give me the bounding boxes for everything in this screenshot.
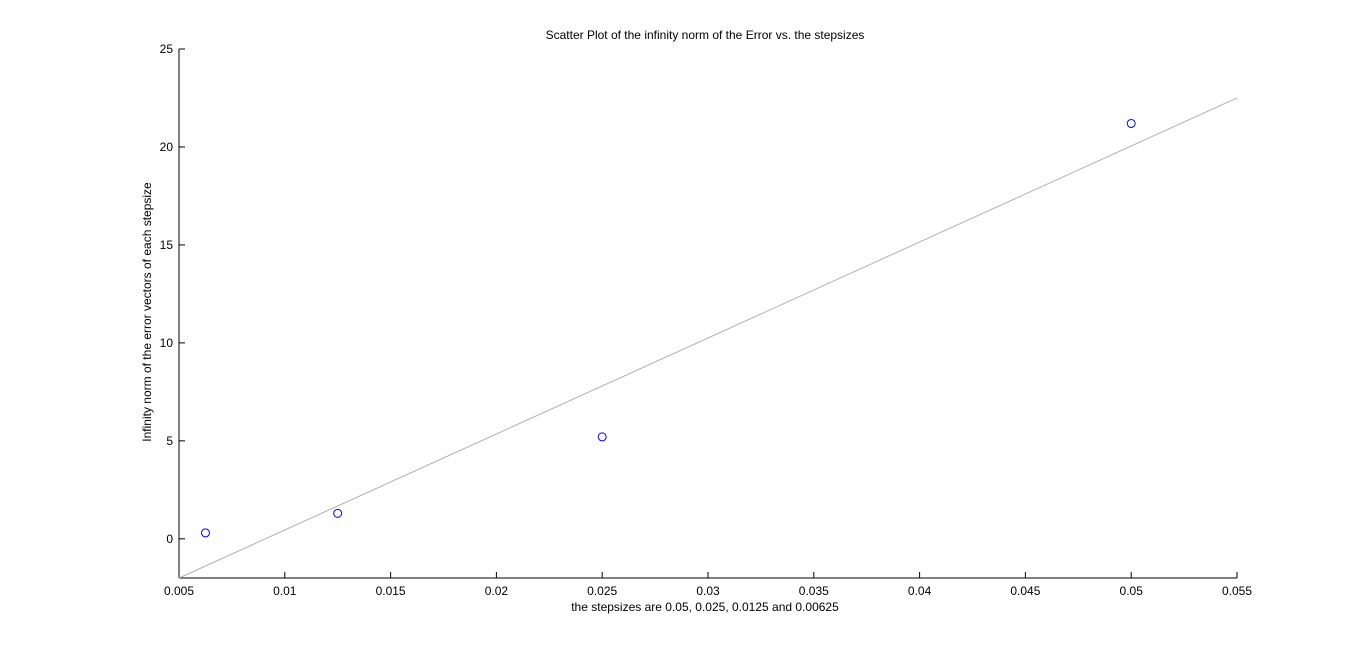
x-axis-label: the stepsizes are 0.05, 0.025, 0.0125 an… <box>571 600 839 614</box>
data-point <box>597 432 607 442</box>
y-tick-label: 15 <box>160 238 174 252</box>
fit-line-group <box>178 97 1238 579</box>
data-point <box>1126 118 1136 128</box>
x-tick-label: 0.045 <box>1010 584 1040 598</box>
y-tick-label: 25 <box>160 42 174 56</box>
data-point <box>333 508 343 518</box>
x-tick-label: 0.055 <box>1222 584 1252 598</box>
x-tick-label: 0.025 <box>587 584 617 598</box>
y-tick-label: 5 <box>166 434 173 448</box>
x-tick-label: 0.01 <box>273 584 297 598</box>
y-tick-label: 20 <box>160 140 174 154</box>
x-tick-label: 0.015 <box>376 584 406 598</box>
y-axis-label: Infinity norm of the error vectors of ea… <box>140 182 154 442</box>
x-tick-label: 0.05 <box>1120 584 1144 598</box>
data-points <box>200 118 1136 538</box>
y-tick-label: 0 <box>166 532 173 546</box>
axes: 0.005 0.01 0.015 0.02 0.025 0.03 0.035 0.04 0.04… <box>160 42 1253 598</box>
data-point <box>200 528 210 538</box>
x-tick-label: 0.035 <box>799 584 829 598</box>
x-tick-label: 0.005 <box>164 584 194 598</box>
x-tick-label: 0.03 <box>696 584 720 598</box>
x-tick-label: 0.02 <box>485 584 509 598</box>
fit-line <box>178 97 1238 579</box>
y-tick-label: 10 <box>160 336 174 350</box>
x-tick-label: 0.04 <box>908 584 932 598</box>
chart-title: Scatter Plot of the infinity norm of the… <box>546 28 865 42</box>
